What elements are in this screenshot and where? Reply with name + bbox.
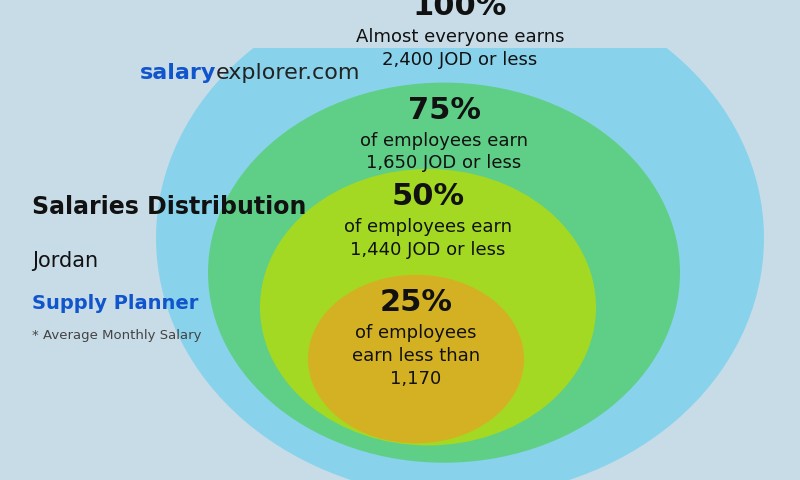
Text: Jordan: Jordan — [32, 251, 98, 271]
Text: * Average Monthly Salary: * Average Monthly Salary — [32, 329, 202, 342]
Text: Almost everyone earns
2,400 JOD or less: Almost everyone earns 2,400 JOD or less — [356, 28, 564, 69]
Ellipse shape — [308, 275, 524, 444]
Text: explorer.com: explorer.com — [216, 63, 361, 83]
Text: of employees
earn less than
1,170: of employees earn less than 1,170 — [352, 324, 480, 387]
Ellipse shape — [208, 83, 680, 463]
Text: salary: salary — [140, 63, 216, 83]
Ellipse shape — [260, 169, 596, 445]
Text: 100%: 100% — [413, 0, 507, 21]
Text: 25%: 25% — [379, 288, 453, 317]
Text: Supply Planner: Supply Planner — [32, 294, 198, 313]
Ellipse shape — [156, 0, 764, 480]
Text: of employees earn
1,440 JOD or less: of employees earn 1,440 JOD or less — [344, 218, 512, 259]
Text: 75%: 75% — [407, 96, 481, 125]
Text: 50%: 50% — [391, 182, 465, 211]
Text: Salaries Distribution: Salaries Distribution — [32, 195, 306, 219]
Text: of employees earn
1,650 JOD or less: of employees earn 1,650 JOD or less — [360, 132, 528, 172]
